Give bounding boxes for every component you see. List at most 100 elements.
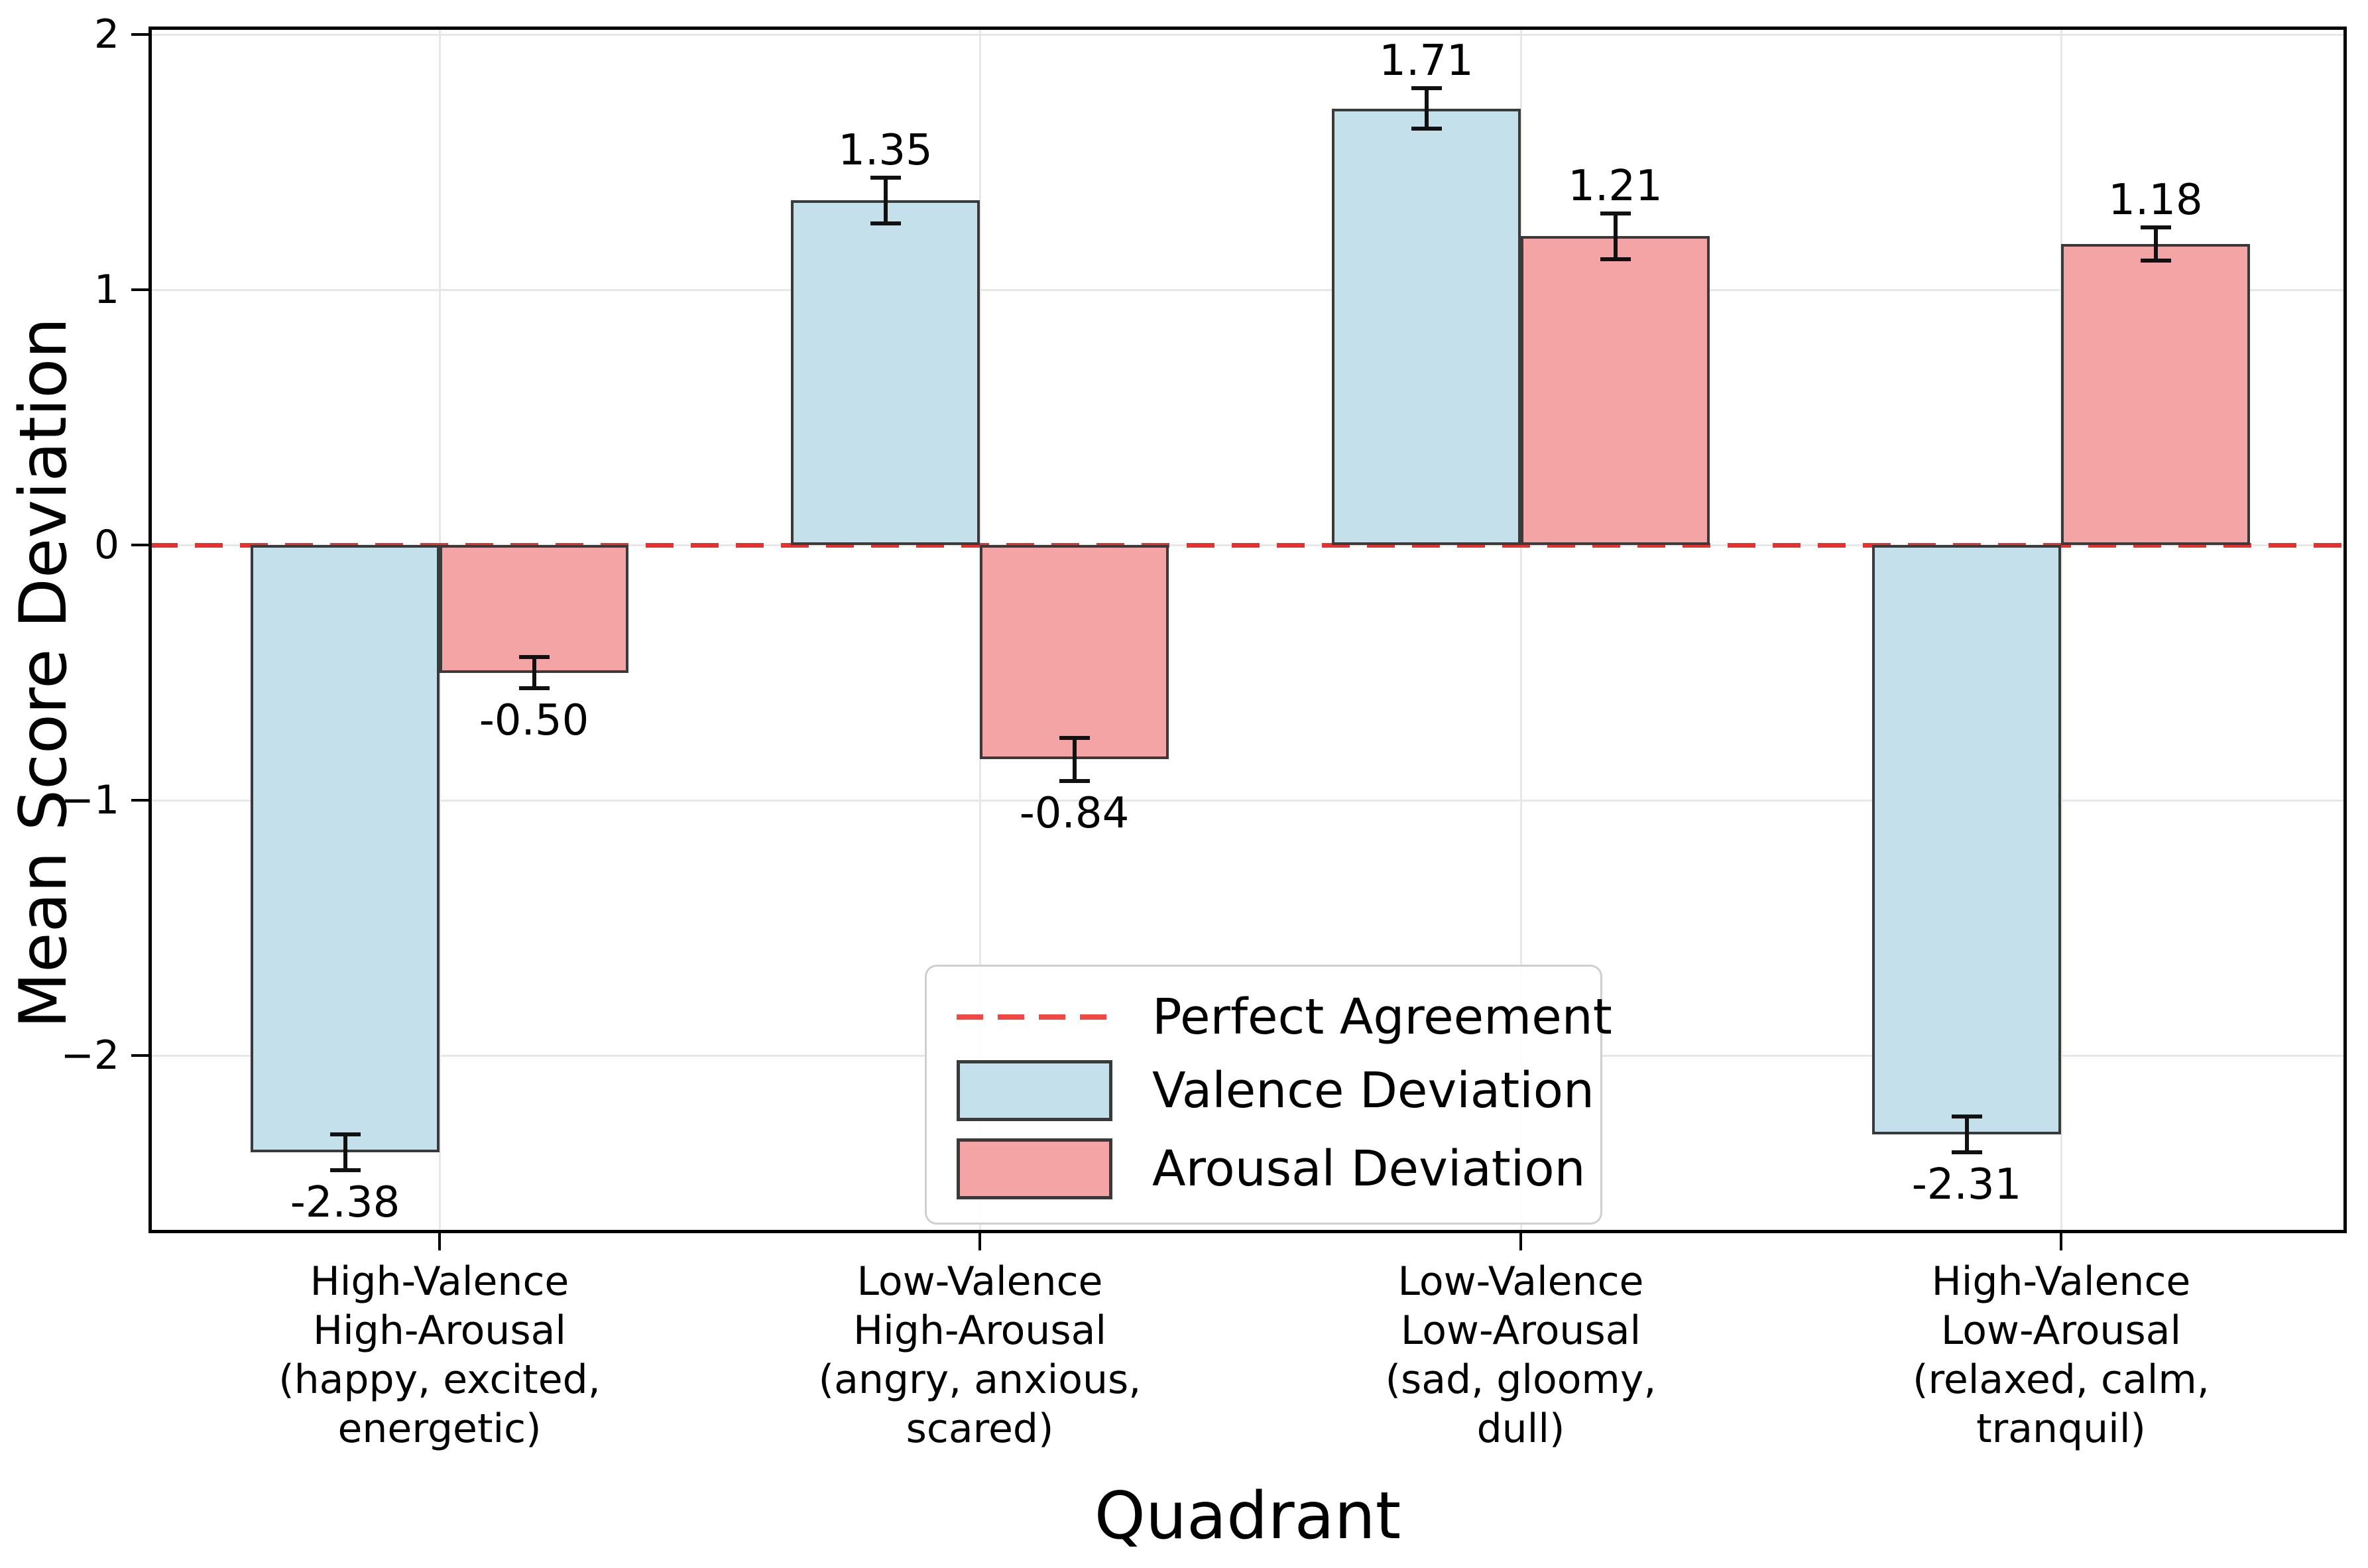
perfect-agreement-line [150,543,2345,548]
x-tick-label-line: High-Valence [1931,1258,2191,1305]
error-cap-top-arousal-q4 [2140,225,2171,229]
x-tick-label-q2: Low-Valence High-Arousal (angry, anxious, s… [701,1257,1258,1453]
error-cap-bottom-arousal-q1 [518,686,550,690]
error-bar-valence-q2 [883,177,888,223]
h-grid-line [150,34,2345,36]
x-tick-label-line: energetic) [337,1406,542,1452]
bar-valence-q2 [791,200,980,545]
error-cap-top-valence-q3 [1411,86,1442,90]
bar-valence-q4 [1872,545,2061,1135]
error-cap-top-valence-q1 [329,1132,361,1137]
plot-spine-top [148,27,2347,30]
legend-item-arousal-deviation: Arousal Deviation [927,1138,1600,1199]
v-grid-line [2060,28,2062,1232]
v-grid-line [1520,28,1522,1232]
error-cap-top-valence-q2 [870,175,901,180]
x-tick-label-line: Low-Arousal [1940,1307,2182,1354]
x-tick-label-line: Low-Arousal [1400,1307,1641,1354]
x-tick-label-line: (sad, gloomy, [1385,1357,1657,1403]
error-bar-arousal-q1 [532,657,536,688]
legend-sample [957,1138,1112,1199]
x-tick-label-line: Low-Valence [857,1258,1103,1305]
error-cap-bottom-valence-q4 [1951,1150,1982,1155]
bar-valence-q1 [251,545,440,1153]
x-tick-label-line: dull) [1476,1406,1565,1452]
error-cap-bottom-valence-q2 [870,221,901,225]
error-bar-valence-q4 [1964,1116,1969,1153]
error-bar-arousal-q4 [2153,227,2158,261]
error-cap-bottom-valence-q3 [1411,127,1442,131]
plot-spine-right [2343,27,2347,1233]
x-axis-label: Quadrant [1094,1478,1401,1554]
value-label-arousal-q1: -0.50 [479,695,589,745]
y-tick-label-1: 1 [93,267,119,313]
bar-arousal-q3 [1521,236,1710,545]
bar-arousal-q2 [980,545,1169,760]
x-tick-label-line: High-Valence [310,1258,569,1305]
legend-label: Perfect Agreement [1152,988,1612,1046]
error-cap-top-valence-q4 [1951,1115,1982,1119]
error-cap-top-arousal-q1 [518,655,550,660]
x-tick-label-line: (relaxed, calm, [1913,1357,2210,1403]
x-tick-label-q3: Low-Valence Low-Arousal (sad, gloomy, dull) [1242,1257,1799,1453]
x-tick-label-line: tranquil) [1976,1406,2146,1452]
x-tick-label-line: (happy, excited, [278,1357,601,1403]
h-grid-line [150,800,2345,802]
bar-valence-q3 [1332,108,1521,545]
legend-label: Valence Deviation [1152,1062,1594,1119]
value-label-valence-q1: -2.38 [290,1178,400,1228]
legend-label: Arousal Deviation [1152,1140,1586,1197]
y-tick [131,799,148,802]
error-cap-bottom-arousal-q3 [1600,257,1631,261]
error-bar-valence-q1 [343,1134,347,1171]
value-label-arousal-q4: 1.18 [2108,175,2203,225]
y-tick-label--2: −2 [60,1032,119,1079]
error-bar-arousal-q2 [1072,737,1077,782]
x-tick [1519,1233,1522,1250]
plot-spine-bottom [148,1230,2347,1233]
bar-arousal-q1 [440,545,628,673]
y-tick-label-2: 2 [93,11,119,58]
arousal-swatch-icon [957,1138,1112,1199]
y-tick-label-0: 0 [93,522,119,568]
value-label-valence-q2: 1.35 [838,125,933,175]
legend-item-valence-deviation: Valence Deviation [927,1060,1600,1121]
plot-spine-left [148,27,152,1233]
dashed-line-icon [957,1014,1112,1020]
y-tick [131,1054,148,1057]
y-tick [131,33,148,36]
error-cap-bottom-arousal-q4 [2140,258,2171,263]
y-tick [131,288,148,291]
error-bar-valence-q3 [1424,88,1429,129]
value-label-valence-q3: 1.71 [1379,36,1474,86]
y-axis-label: Mean Score Deviation [6,317,82,1029]
x-tick-label-line: High-Arousal [853,1307,1107,1354]
legend-item-perfect-agreement: Perfect Agreement [927,991,1612,1044]
legend-sample [957,1060,1112,1121]
legend-sample [957,1014,1112,1020]
legend: Perfect Agreement Valence Deviation Arou… [925,965,1612,1225]
bar-arousal-q4 [2061,243,2250,545]
value-label-valence-q4: -2.31 [1911,1160,2022,1210]
error-cap-top-arousal-q3 [1600,211,1631,215]
x-tick-label-line: High-Arousal [312,1307,567,1354]
x-tick-label-q4: High-Valence Low-Arousal (relaxed, calm, tr… [1783,1257,2339,1453]
error-cap-bottom-valence-q1 [329,1168,361,1173]
x-tick [438,1233,441,1250]
x-tick-label-q1: High-Valence High-Arousal (happy, excited,… [161,1257,718,1453]
x-tick-label-line: (angry, anxious, [818,1357,1142,1403]
x-tick [978,1233,981,1250]
x-tick-label-line: Low-Valence [1397,1258,1644,1305]
y-tick-label--1: −1 [60,777,119,823]
x-tick-label-line: scared) [906,1406,1054,1452]
y-tick [131,544,148,546]
x-tick [2060,1233,2062,1250]
error-cap-top-arousal-q2 [1059,735,1090,740]
value-label-arousal-q2: -0.84 [1019,789,1130,839]
valence-swatch-icon [957,1060,1112,1121]
value-label-arousal-q3: 1.21 [1568,161,1663,211]
error-cap-bottom-arousal-q2 [1059,779,1090,784]
h-grid-line [150,289,2345,291]
error-bar-arousal-q3 [1613,213,1618,259]
